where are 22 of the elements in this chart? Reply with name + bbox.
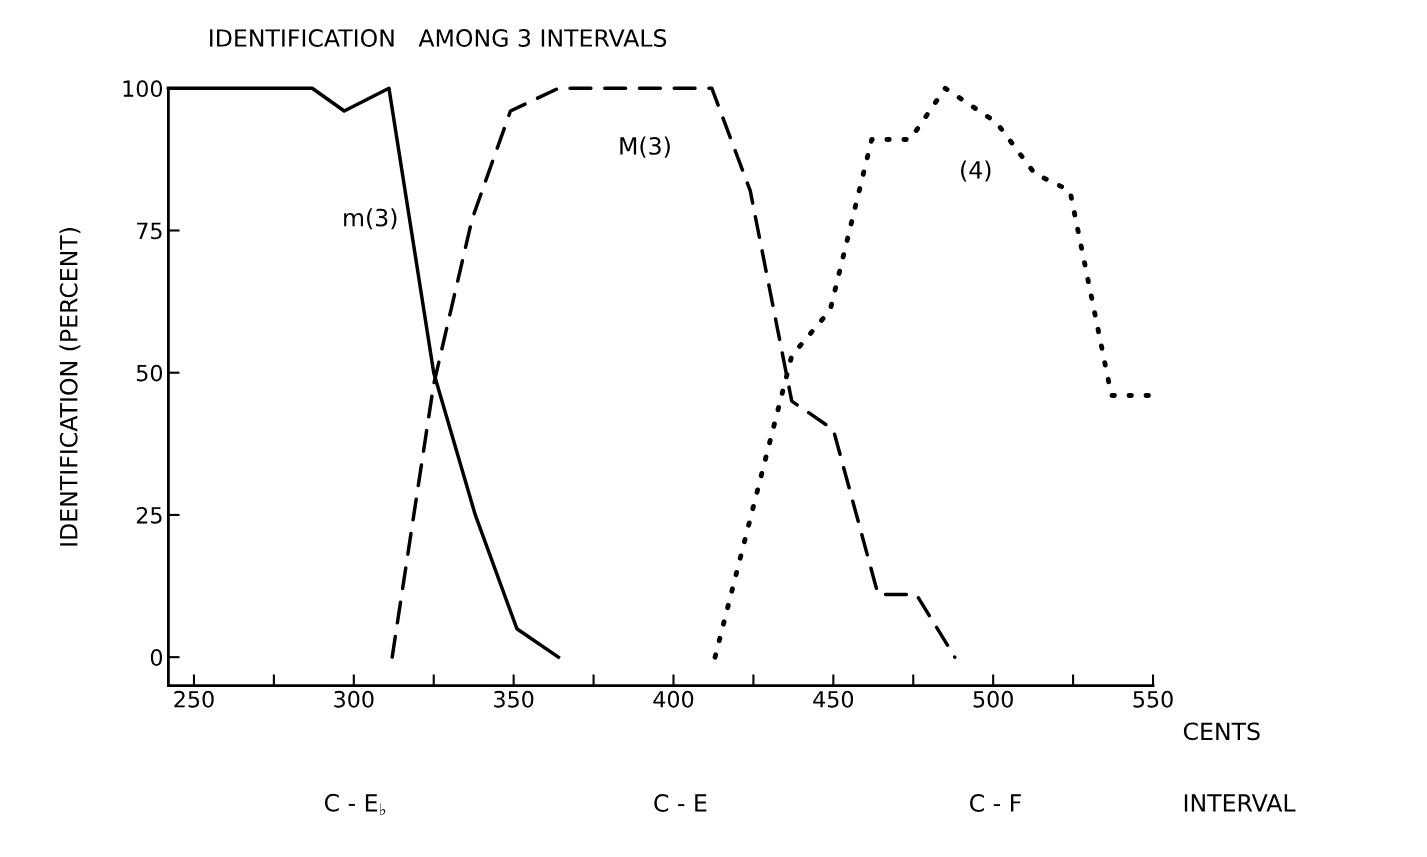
series-label: (4): [961, 160, 991, 182]
text: C - E$_{♭}$: [324, 793, 386, 816]
y-tick-label: 50: [136, 364, 163, 382]
y-tick-label: 75: [137, 222, 162, 240]
text: C - E: [654, 794, 707, 812]
x-tick-label: 500: [973, 690, 1013, 708]
series-label: m(3): [344, 208, 397, 230]
y-axis-title: IDENTIFICATION (PERCENT): [59, 228, 81, 546]
x-tick-label: 450: [813, 690, 854, 708]
chart-title: IDENTIFICATION AMONG 3 INTERVALS: [210, 29, 667, 47]
x-tick-label: 300: [334, 690, 374, 708]
text: INTERVAL: [1184, 794, 1296, 812]
x-tick-label: 350: [494, 690, 534, 708]
x-tick-label: 250: [174, 690, 214, 708]
text: C - F: [970, 794, 1021, 812]
y-tick-label: 100: [123, 80, 163, 98]
y-tick-label: 0: [150, 649, 163, 666]
x-tick-label: 400: [653, 690, 694, 708]
x-axis-title: CENTS: [1183, 722, 1260, 741]
x-tick-label: 550: [1133, 690, 1173, 708]
y-tick-label: 25: [136, 506, 162, 524]
text: M(3): [620, 136, 670, 158]
